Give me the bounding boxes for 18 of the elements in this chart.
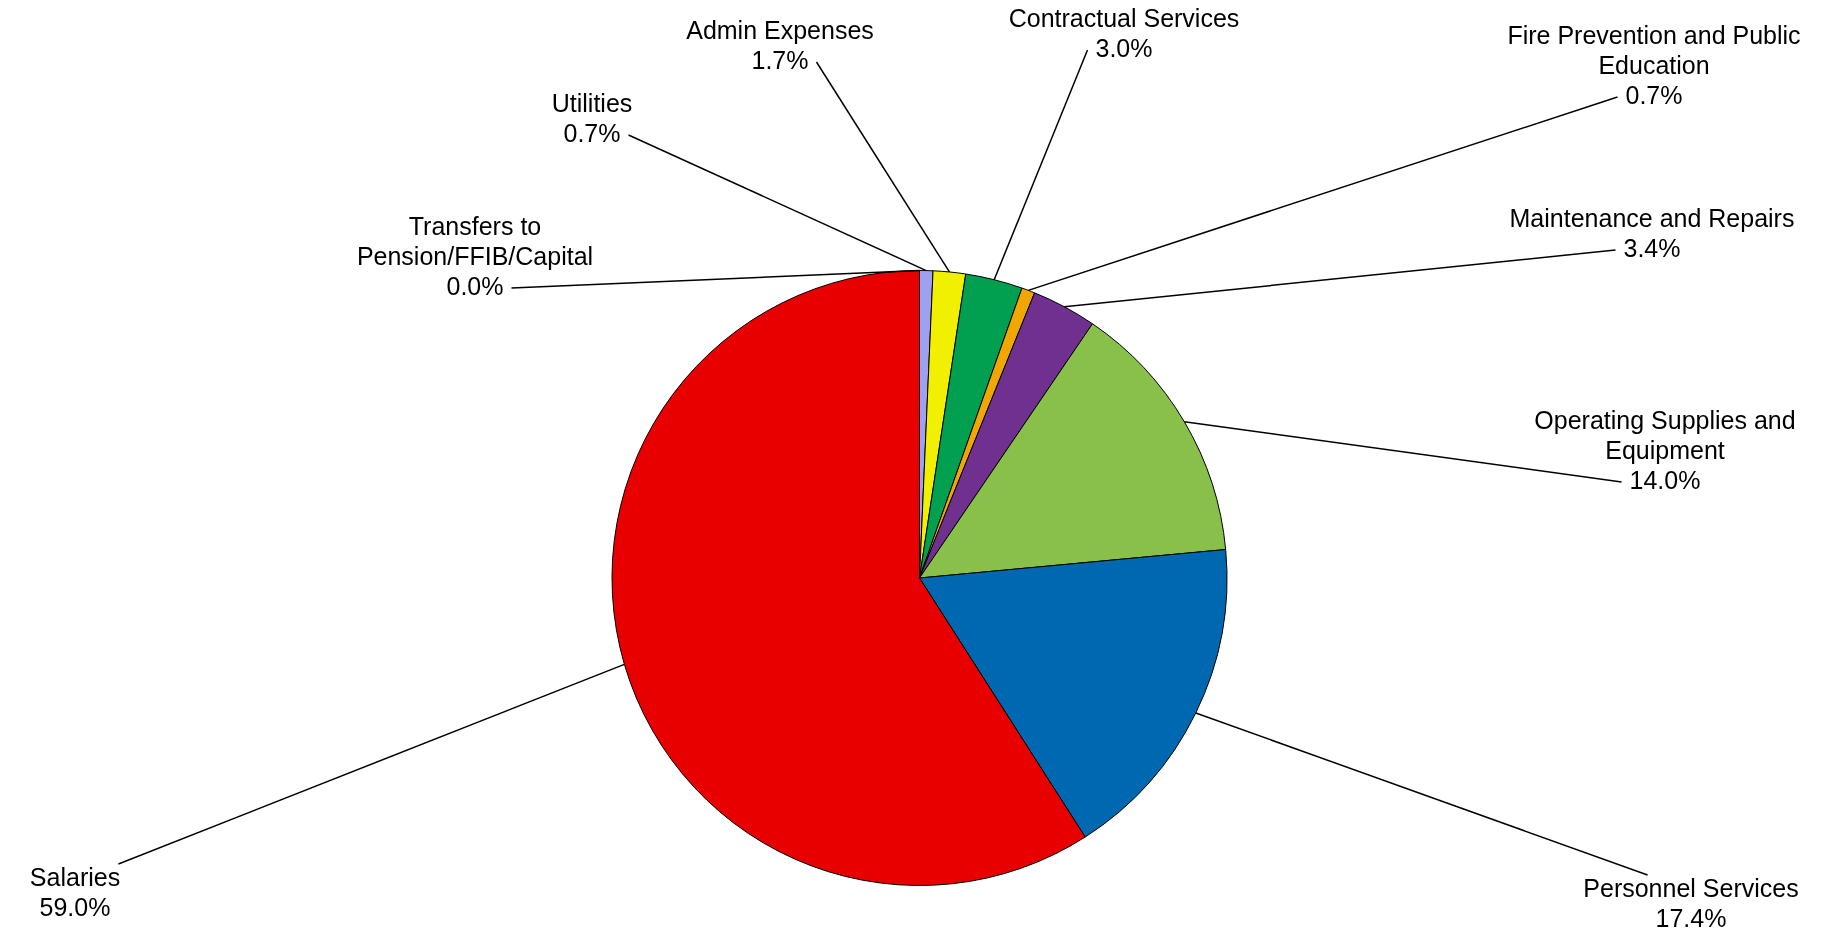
slice-label: Operating Supplies and Equipment [1534, 405, 1796, 464]
category-label: Transfers to Pension/FFIB/Capital [356, 211, 594, 270]
data-label: 1.7% [751, 45, 809, 74]
data-label: 0.7% [563, 118, 621, 147]
data-label: 14.0% [1629, 465, 1701, 494]
text: 0.0% [446, 271, 504, 300]
slice-label: Contractual Services [1008, 3, 1240, 32]
data-label: 17.4% [1655, 903, 1727, 932]
slice-label: Salaries [29, 862, 121, 891]
data-label: 3.4% [1623, 233, 1681, 262]
data-label: 0.7% [1625, 80, 1683, 109]
data-label: 59.0% [39, 892, 111, 921]
slice-label: Admin Expenses [686, 15, 874, 44]
slice-label: Personnel Services [1583, 873, 1799, 902]
slice-label: Fire Prevention and Public Education [1507, 20, 1801, 79]
slice-label: Utilities [551, 88, 633, 117]
data-label: 3.0% [1095, 33, 1153, 62]
slice-label: Maintenance and Repairs [1509, 203, 1795, 232]
